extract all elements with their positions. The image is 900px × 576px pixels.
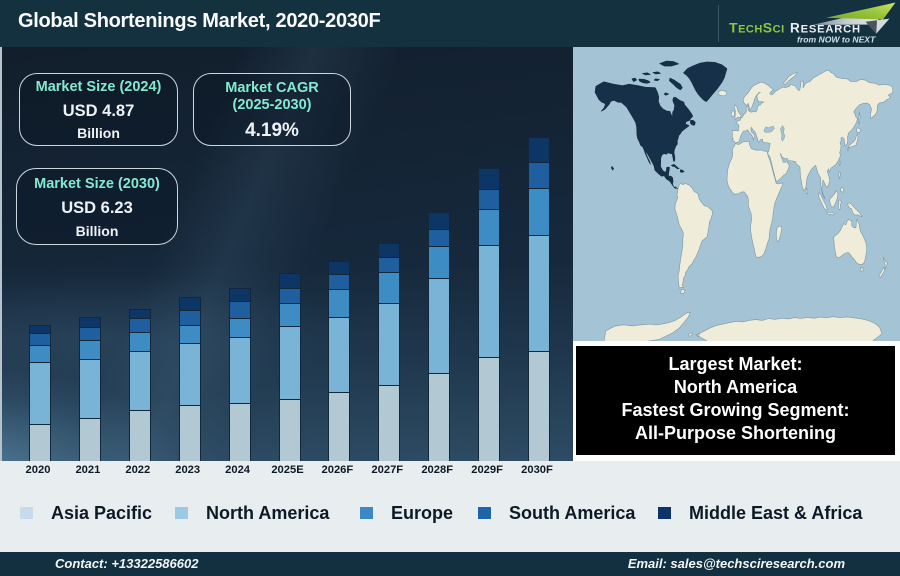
svg-text:TECHSCI: TECHSCI xyxy=(729,20,785,36)
svg-text:RESEARCH: RESEARCH xyxy=(790,21,861,36)
svg-text:from NOW to NEXT: from NOW to NEXT xyxy=(797,35,876,45)
